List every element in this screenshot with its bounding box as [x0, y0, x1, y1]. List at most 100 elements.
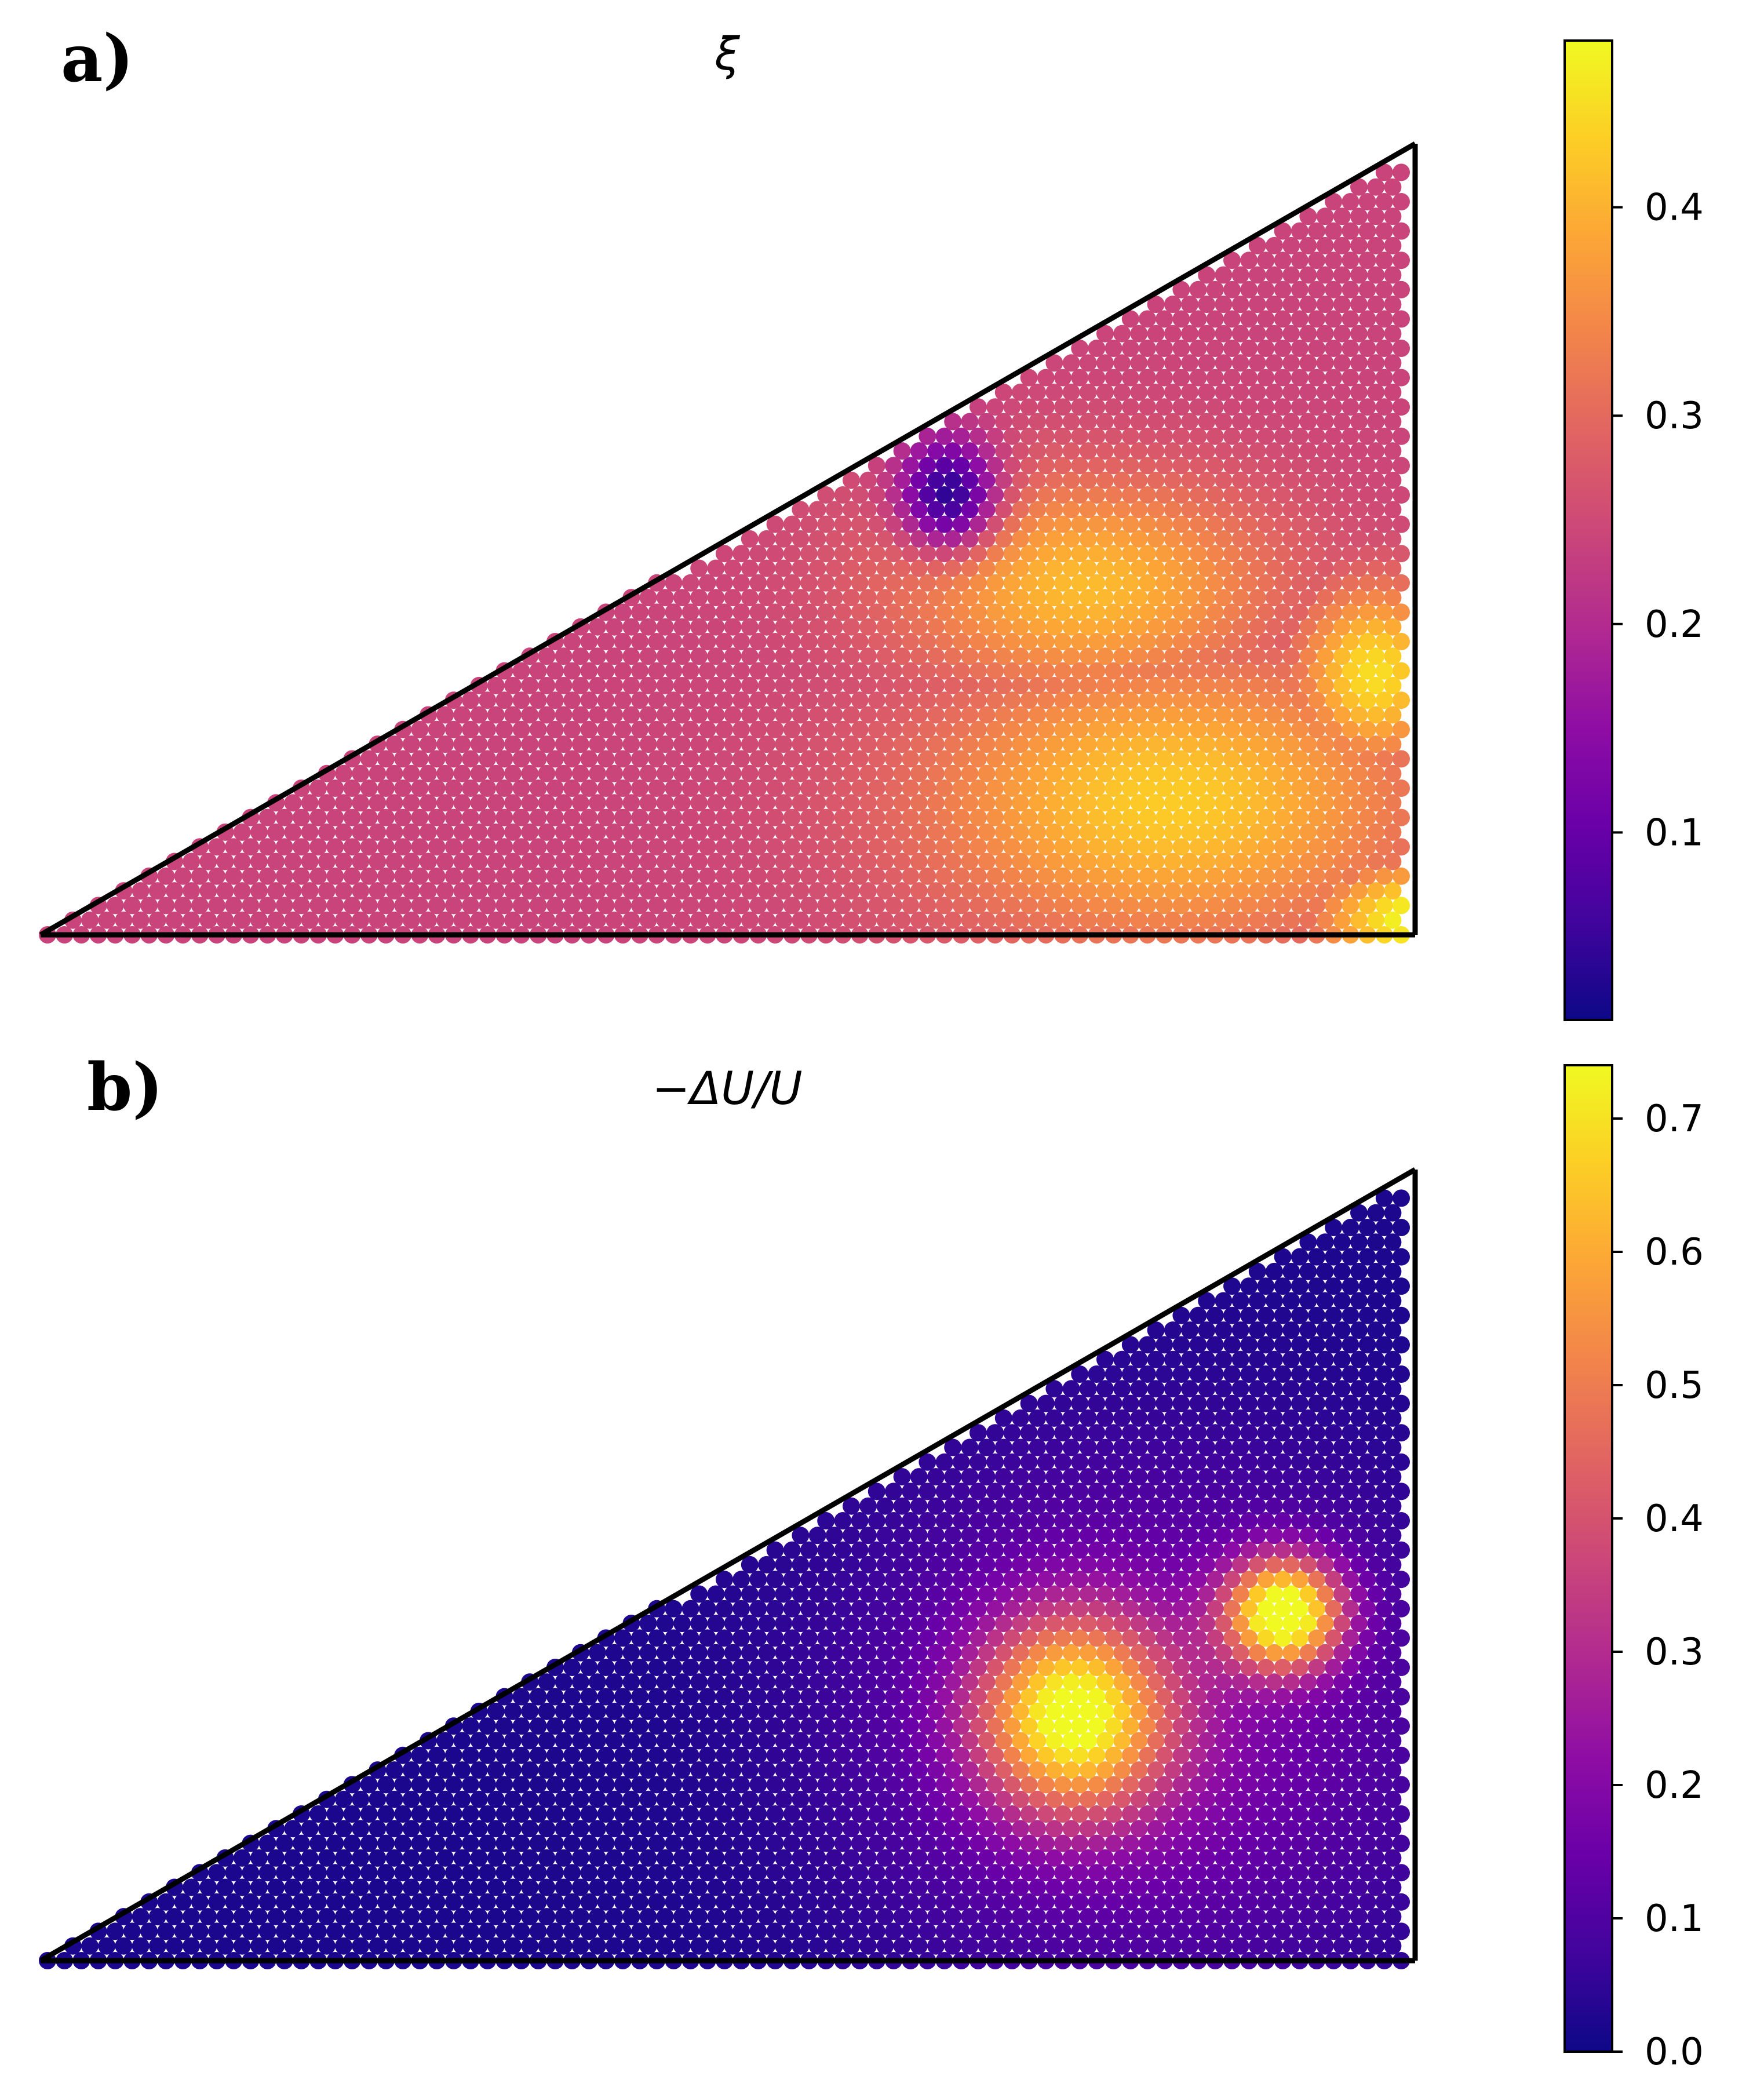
- heatmap-a-site: [1393, 691, 1410, 709]
- heatmap-a-site: [1189, 369, 1207, 387]
- heatmap-a-site: [1393, 398, 1410, 416]
- heatmap-a-site: [1062, 413, 1080, 431]
- heatmap-a-site: [859, 618, 877, 636]
- heatmap-b-site: [1266, 1790, 1283, 1808]
- heatmap-a-site: [775, 853, 793, 870]
- heatmap-a-site: [1325, 545, 1343, 563]
- heatmap-b-site: [673, 1849, 691, 1867]
- heatmap-b-site: [970, 1453, 987, 1471]
- heatmap-b-site: [1071, 1600, 1089, 1618]
- heatmap-a-site: [1248, 706, 1266, 724]
- heatmap-b-site: [961, 1438, 979, 1456]
- heatmap-a-site: [893, 735, 911, 753]
- heatmap-a-site: [859, 589, 877, 607]
- heatmap-b-site: [876, 1615, 894, 1633]
- heatmap-a-site: [741, 706, 759, 724]
- heatmap-a-site: [783, 780, 801, 797]
- heatmap-b-site: [335, 1849, 352, 1867]
- heatmap-a-site: [1231, 706, 1249, 724]
- heatmap-a-site: [597, 750, 615, 768]
- heatmap-b-site: [927, 1908, 945, 1926]
- heatmap-b-site: [631, 1834, 648, 1852]
- heatmap-b-site: [436, 1937, 454, 1955]
- heatmap-a-site: [1333, 647, 1351, 665]
- heatmap-b-site: [970, 1541, 987, 1559]
- heatmap-a-site: [910, 501, 928, 519]
- heatmap-a-site: [868, 545, 885, 563]
- heatmap-b-site: [1147, 1556, 1165, 1573]
- heatmap-b-site: [1299, 1673, 1317, 1691]
- heatmap-b-site: [1350, 1350, 1368, 1368]
- heatmap-b-site: [1020, 1776, 1038, 1794]
- heatmap-b-site: [1012, 1761, 1029, 1779]
- heatmap-b-site: [919, 1453, 936, 1471]
- heatmap-a-site: [1350, 823, 1368, 841]
- heatmap-b-site: [1375, 1776, 1393, 1794]
- heatmap-b-site: [741, 1908, 759, 1926]
- heatmap-b-site: [1045, 1761, 1063, 1779]
- heatmap-b-site: [868, 1746, 885, 1764]
- heatmap-a-site: [1071, 545, 1089, 563]
- heatmap-b-site: [1164, 1644, 1182, 1662]
- heatmap-a-site: [1274, 369, 1292, 387]
- heatmap-a-site: [1164, 618, 1182, 636]
- heatmap-a-site: [495, 720, 513, 738]
- heatmap-a-site: [1274, 574, 1292, 592]
- heatmap-b-site: [1291, 1746, 1309, 1764]
- heatmap-a-site: [978, 735, 996, 753]
- heatmap-b-site: [681, 1717, 699, 1735]
- heatmap-b-site: [1130, 1644, 1148, 1662]
- heatmap-a-site: [631, 808, 648, 826]
- heatmap-a-site: [1012, 618, 1029, 636]
- heatmap-a-site: [1045, 794, 1063, 812]
- heatmap-a-site: [1248, 354, 1266, 372]
- heatmap-a-site: [1020, 603, 1038, 621]
- heatmap-a-site: [1189, 691, 1207, 709]
- heatmap-a-site: [919, 720, 936, 738]
- heatmap-a-site: [707, 823, 725, 841]
- heatmap-b-site: [994, 1849, 1012, 1867]
- heatmap-b-site: [1147, 1321, 1165, 1339]
- heatmap-b-site: [1316, 1790, 1334, 1808]
- heatmap-b-site: [1358, 1483, 1376, 1500]
- heatmap-b-site: [1240, 1688, 1258, 1706]
- heatmap-a-site: [986, 633, 1004, 650]
- heatmap-a-site: [1266, 853, 1283, 870]
- heatmap-a-site: [1037, 369, 1055, 387]
- heatmap-b-site: [402, 1820, 420, 1838]
- heatmap-b-site: [614, 1922, 632, 1940]
- heatmap-b-site: [622, 1761, 640, 1779]
- heatmap-b-site: [301, 1878, 319, 1896]
- heatmap-a-site: [622, 647, 640, 665]
- heatmap-b-site: [571, 1937, 589, 1955]
- heatmap-a-site: [479, 750, 497, 768]
- heatmap-b-site: [1139, 1776, 1156, 1794]
- heatmap-b-site: [1308, 1864, 1325, 1882]
- heatmap-a-site: [1096, 501, 1114, 519]
- heatmap-a-site: [1096, 383, 1114, 401]
- heatmap-a-site: [1350, 618, 1368, 636]
- heatmap-a-site: [1257, 427, 1275, 445]
- heatmap-a-site: [394, 838, 412, 856]
- heatmap-a-site: [792, 882, 810, 900]
- heatmap-a-site: [808, 706, 826, 724]
- heatmap-a-site: [944, 501, 962, 519]
- heatmap-a-site: [1257, 398, 1275, 416]
- heatmap-a-site: [132, 911, 150, 929]
- heatmap-a-site: [1164, 823, 1182, 841]
- heatmap-b-site: [902, 1541, 920, 1559]
- heatmap-b-site: [1189, 1453, 1207, 1471]
- heatmap-b-site: [859, 1790, 877, 1808]
- heatmap-a-site: [174, 897, 192, 915]
- heatmap-b-site: [1299, 1702, 1317, 1720]
- heatmap-a-site: [1096, 413, 1114, 431]
- heatmap-a-site: [1248, 530, 1266, 548]
- heatmap-a-site: [698, 633, 716, 650]
- heatmap-a-site: [935, 662, 953, 680]
- heatmap-b-site: [1316, 1409, 1334, 1427]
- heatmap-a-site: [183, 853, 201, 870]
- heatmap-a-site: [1172, 691, 1190, 709]
- heatmap-a-site: [994, 911, 1012, 929]
- heatmap-b-site: [741, 1820, 759, 1838]
- heatmap-b-site: [902, 1717, 920, 1735]
